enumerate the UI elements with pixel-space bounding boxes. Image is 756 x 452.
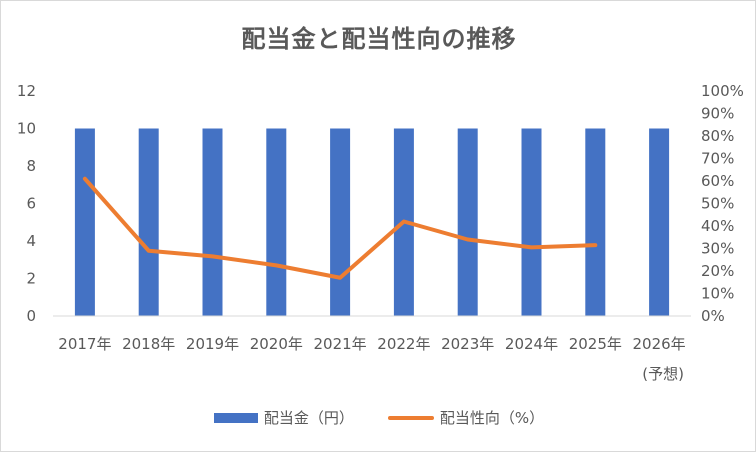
right-tick-label: 20% — [701, 262, 734, 280]
left-tick-label: 8 — [26, 157, 36, 175]
x-axis-ticks: 2017年 2018年 2019年 2020年 2021年 2022年 2023年 2024年… — [58, 335, 685, 383]
right-tick-label: 0% — [701, 307, 725, 325]
bar — [330, 128, 351, 316]
left-tick-label: 12 — [17, 82, 36, 100]
bar — [521, 128, 542, 316]
bar — [74, 128, 95, 316]
bar — [202, 128, 223, 316]
x-tick-label: 2022年 — [377, 335, 430, 353]
chart-title: 配当金と配当性向の推移 — [241, 25, 517, 53]
x-tick-label: 2020年 — [250, 335, 303, 353]
bar — [266, 128, 287, 316]
bar — [585, 128, 606, 316]
x-tick-label: 2025年 — [569, 335, 622, 353]
bar — [649, 128, 670, 316]
legend-swatch-bar — [213, 412, 258, 423]
left-tick-label: 0 — [26, 307, 36, 325]
right-tick-label: 30% — [701, 240, 734, 258]
left-tick-label: 10 — [17, 120, 36, 138]
right-tick-label: 70% — [701, 150, 734, 168]
right-tick-label: 50% — [701, 195, 734, 213]
right-tick-label: 40% — [701, 217, 734, 235]
legend-item-dividend: 配当金（円） — [213, 407, 354, 428]
right-tick-label: 60% — [701, 172, 734, 190]
bar — [457, 128, 478, 316]
x-tick-label: 2018年 — [122, 335, 175, 353]
legend: 配当金（円） 配当性向（%） — [1, 407, 756, 428]
bar-series — [74, 128, 670, 316]
right-tick-label: 80% — [701, 127, 734, 145]
x-tick-label: 2024年 — [505, 335, 558, 353]
bar — [138, 128, 159, 316]
right-tick-label: 90% — [701, 105, 734, 123]
right-tick-label: 100% — [701, 82, 744, 100]
left-tick-label: 4 — [26, 232, 36, 250]
x-tick-label: 2019年 — [186, 335, 239, 353]
x-tick-label: 2021年 — [314, 335, 367, 353]
payout-ratio-line — [82, 176, 598, 280]
right-tick-label: 10% — [701, 285, 734, 303]
left-tick-label: 6 — [26, 195, 36, 213]
legend-label-dividend: 配当金（円） — [263, 409, 354, 427]
x-tick-label: 2026年 — [633, 335, 686, 353]
legend-item-payout: 配当性向（%） — [387, 407, 545, 428]
right-axis-ticks: 0% 10% 20% 30% 40% 50% 60% 70% 80% 90% 100% — [701, 82, 744, 325]
x-tick-sublabel: (予想) — [642, 365, 684, 383]
x-tick-label: 2023年 — [441, 335, 494, 353]
left-axis-ticks: 0 2 4 6 8 10 12 — [17, 82, 36, 325]
legend-label-payout: 配当性向（%） — [439, 409, 545, 427]
line-series — [82, 176, 598, 280]
left-tick-label: 2 — [26, 270, 36, 288]
chart-plot: 0 2 4 6 8 10 12 0% 10% 20% 30% 40% 50% 60% 70% 80% 90% 1… — [17, 82, 744, 383]
legend-swatch-line — [387, 415, 434, 420]
x-tick-label: 2017年 — [58, 335, 111, 353]
